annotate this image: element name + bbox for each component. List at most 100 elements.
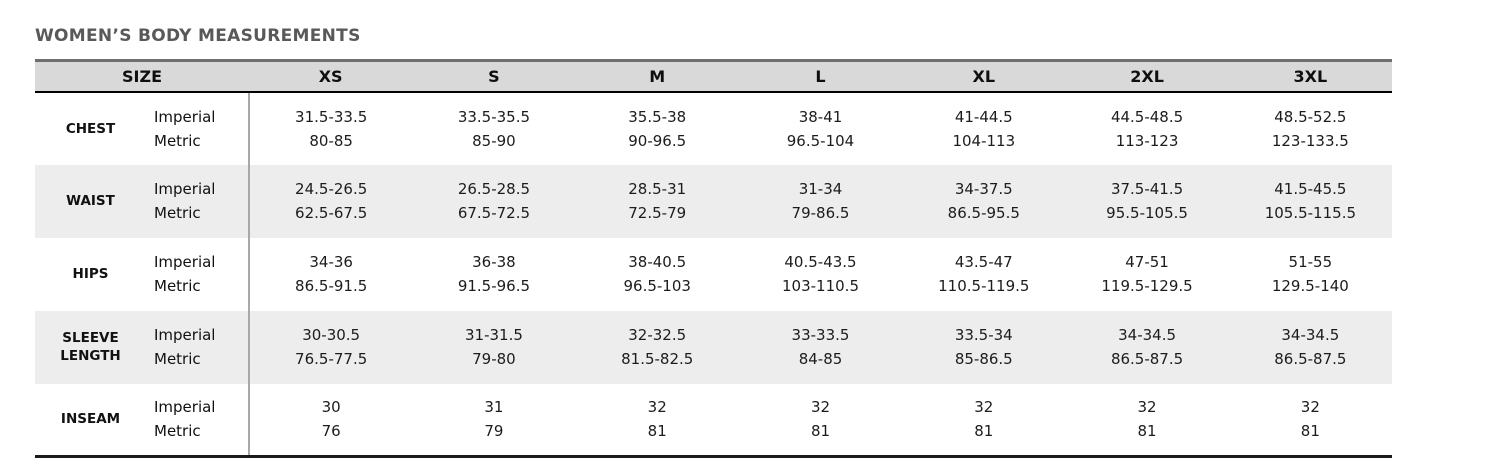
value-cell: 47-51 119.5-129.5 xyxy=(1065,238,1228,311)
metric-value: 86.5-95.5 xyxy=(947,204,1020,222)
metric-value: 81 xyxy=(974,422,994,441)
size-column-header-xs: XS xyxy=(249,60,413,93)
metric-label: Metric xyxy=(154,277,201,295)
imperial-label: Imperial xyxy=(154,107,216,126)
metric-value: 90-96.5 xyxy=(628,131,687,150)
metric-value: 79-80 xyxy=(472,350,516,368)
imperial-value: 34-37.5 xyxy=(954,180,1013,198)
value-cell: 34-34.5 86.5-87.5 xyxy=(1228,310,1392,384)
page-title: WOMEN’S BODY MEASUREMENTS xyxy=(35,26,361,46)
metric-value: 96.5-104 xyxy=(786,131,855,150)
metric-value: 81 xyxy=(1300,422,1320,441)
metric-value: 81.5-82.5 xyxy=(621,350,694,368)
measurement-label: CHEST xyxy=(65,120,116,137)
imperial-value: 40.5-43.5 xyxy=(784,253,857,271)
unit-labels: Imperial Metric xyxy=(146,92,249,165)
imperial-value: 33-33.5 xyxy=(791,326,850,344)
metric-value: 81 xyxy=(1137,422,1157,441)
imperial-value: 51-55 xyxy=(1288,253,1333,271)
table-row: HIPS Imperial Metric 34-36 86.5-91.5 36-38 91.… xyxy=(35,237,1392,311)
value-cell: 33.5-35.5 85-90 xyxy=(412,92,575,165)
value-cell: 32 81 xyxy=(1229,384,1392,457)
metric-value: 80-85 xyxy=(309,131,353,150)
value-cell: 34-34.5 86.5-87.5 xyxy=(1065,310,1229,384)
imperial-value: 28.5-31 xyxy=(628,180,687,198)
metric-value: 95.5-105.5 xyxy=(1106,204,1188,222)
value-cell: 31.5-33.5 80-85 xyxy=(248,91,413,165)
imperial-value: 32 xyxy=(974,398,994,417)
value-cell: 31 79 xyxy=(412,384,575,457)
unit-labels: Imperial Metric xyxy=(146,310,250,384)
imperial-value: 34-34.5 xyxy=(1118,326,1177,344)
metric-value: 76 xyxy=(321,422,341,441)
measurement-label: SLEEVE LENGTH xyxy=(35,310,146,384)
value-cell: 32 81 xyxy=(739,384,902,457)
imperial-value: 30-30.5 xyxy=(302,326,361,344)
metric-value: 86.5-91.5 xyxy=(295,277,368,295)
measurement-label: WAIST xyxy=(35,164,146,238)
metric-value: 81 xyxy=(810,422,831,441)
imperial-value: 32 xyxy=(647,398,667,417)
value-cell: 32 81 xyxy=(576,384,739,457)
metric-label: Metric xyxy=(154,204,201,222)
metric-value: 129.5-140 xyxy=(1271,277,1349,295)
imperial-value: 32 xyxy=(810,398,831,417)
measurement-label: INSEAM xyxy=(60,411,121,428)
metric-value: 85-90 xyxy=(472,131,516,150)
imperial-value: 41.5-45.5 xyxy=(1274,180,1347,198)
size-chart-page: WOMEN’S BODY MEASUREMENTS SIZE XS S M L XL 2X… xyxy=(35,26,1392,458)
value-cell: 40.5-43.5 103-110.5 xyxy=(739,238,902,311)
table-row: WAIST Imperial Metric 24.5-26.5 62.5-67.5 26.… xyxy=(35,164,1392,238)
size-column-header-s: S xyxy=(412,60,576,93)
value-cell: 41-44.5 104-113 xyxy=(902,92,1065,165)
value-cell: 28.5-31 72.5-79 xyxy=(575,164,739,238)
imperial-value: 32-32.5 xyxy=(628,326,687,344)
metric-value: 103-110.5 xyxy=(782,277,859,295)
value-cell: 32 81 xyxy=(1065,384,1228,457)
imperial-label: Imperial xyxy=(154,253,216,271)
imperial-value: 38-41 xyxy=(798,107,843,126)
value-cell: 34-37.5 86.5-95.5 xyxy=(902,164,1066,238)
measurements-table: SIZE XS S M L XL 2XL 3XL CHEST Imperial Metric 31… xyxy=(35,59,1392,458)
imperial-value: 48.5-52.5 xyxy=(1274,107,1347,126)
value-cell: 48.5-52.5 123-133.5 xyxy=(1229,92,1392,165)
value-cell: 41.5-45.5 105.5-115.5 xyxy=(1228,164,1392,238)
imperial-value: 34-36 xyxy=(309,253,353,271)
value-cell: 51-55 129.5-140 xyxy=(1229,238,1392,311)
metric-value: 91.5-96.5 xyxy=(457,277,531,295)
metric-value: 67.5-72.5 xyxy=(457,204,531,222)
imperial-label: Imperial xyxy=(154,180,216,198)
metric-value: 113-123 xyxy=(1115,131,1179,150)
table-row: SLEEVE LENGTH Imperial Metric 30-30.5 76.5-7… xyxy=(35,310,1392,384)
value-cell: 43.5-47 110.5-119.5 xyxy=(902,238,1065,311)
imperial-value: 43.5-47 xyxy=(954,253,1013,271)
metric-value: 76.5-77.5 xyxy=(295,350,368,368)
metric-value: 86.5-87.5 xyxy=(1110,350,1184,368)
metric-label: Metric xyxy=(154,350,201,368)
measurement-label: HIPS xyxy=(72,266,109,282)
imperial-label: Imperial xyxy=(154,398,216,417)
value-cell: 36-38 91.5-96.5 xyxy=(412,238,575,311)
value-cell: 35.5-38 90-96.5 xyxy=(576,92,739,165)
imperial-value: 32 xyxy=(1137,398,1157,417)
imperial-label: Imperial xyxy=(154,326,216,344)
unit-labels: Imperial Metric xyxy=(146,164,250,238)
imperial-value: 38-40.5 xyxy=(628,253,687,271)
value-cell: 38-40.5 96.5-103 xyxy=(576,238,739,311)
imperial-value: 32 xyxy=(1300,398,1320,417)
imperial-value: 33.5-34 xyxy=(954,326,1013,344)
value-cell: 32-32.5 81.5-82.5 xyxy=(575,310,739,384)
value-cell: 37.5-41.5 95.5-105.5 xyxy=(1065,164,1229,238)
value-cell: 26.5-28.5 67.5-72.5 xyxy=(412,164,576,238)
imperial-value: 47-51 xyxy=(1125,253,1169,271)
value-cell: 24.5-26.5 62.5-67.5 xyxy=(248,164,413,238)
imperial-value: 24.5-26.5 xyxy=(295,180,368,198)
imperial-value: 37.5-41.5 xyxy=(1110,180,1184,198)
metric-value: 81 xyxy=(647,422,667,441)
size-column-header-2xl: 2XL xyxy=(1065,60,1229,93)
metric-value: 123-133.5 xyxy=(1271,131,1349,150)
value-cell: 31-31.5 79-80 xyxy=(412,310,576,384)
size-column-header-l: L xyxy=(738,60,903,93)
metric-value: 62.5-67.5 xyxy=(295,204,368,222)
metric-value: 79 xyxy=(484,422,504,441)
